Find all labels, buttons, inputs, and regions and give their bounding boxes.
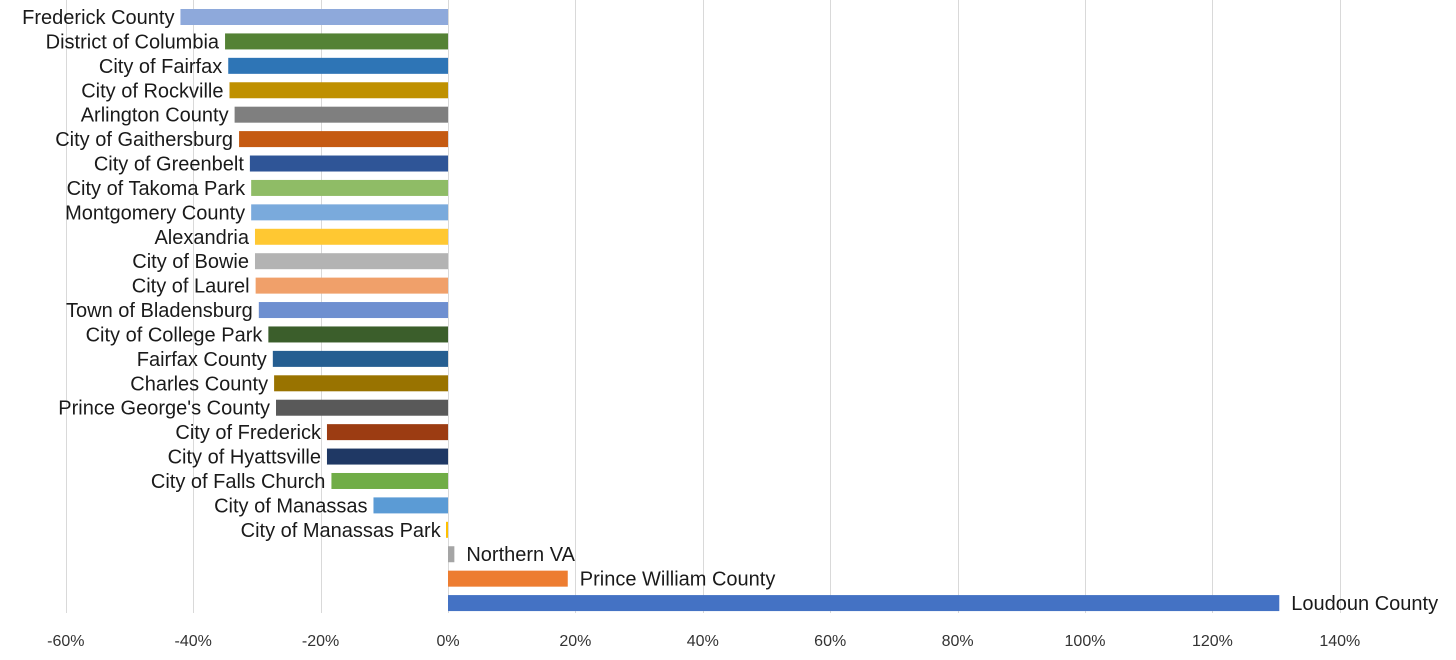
category-label: City of Manassas Park xyxy=(241,520,442,542)
category-label: City of Bowie xyxy=(132,251,249,273)
bar xyxy=(272,350,448,367)
category-label: City of Takoma Park xyxy=(67,178,247,200)
category-label: Northern VA xyxy=(466,544,575,566)
category-label: City of Greenbelt xyxy=(94,154,245,176)
category-label: Fairfax County xyxy=(137,349,267,371)
x-tick-label: 140% xyxy=(1319,633,1360,650)
bar xyxy=(448,570,568,587)
bar xyxy=(228,57,448,74)
bar xyxy=(373,497,448,514)
bar xyxy=(255,277,448,294)
category-label: District of Columbia xyxy=(46,31,220,53)
bar xyxy=(258,302,448,319)
category-label: Prince George's County xyxy=(58,398,270,420)
bar xyxy=(225,33,448,50)
category-label: City of Fairfax xyxy=(99,56,222,78)
category-label: City of Gaithersburg xyxy=(55,129,233,151)
gridlines xyxy=(66,0,1341,613)
x-tick-label: 60% xyxy=(814,633,846,650)
x-tick-label: 120% xyxy=(1192,633,1233,650)
category-label: Frederick County xyxy=(22,7,174,29)
category-label: City of Manassas xyxy=(214,495,367,517)
bars xyxy=(180,9,1280,612)
x-tick-label: -20% xyxy=(302,633,339,650)
category-label: Charles County xyxy=(130,373,268,395)
bar xyxy=(254,253,448,270)
x-tick-label: -60% xyxy=(47,633,84,650)
bar xyxy=(229,82,448,99)
category-label: Arlington County xyxy=(81,105,229,127)
category-label: Montgomery County xyxy=(65,202,245,224)
x-tick-label: 40% xyxy=(687,633,719,650)
bar xyxy=(276,399,448,416)
bar xyxy=(239,131,448,148)
x-tick-label: 80% xyxy=(942,633,974,650)
x-tick-label: 20% xyxy=(559,633,591,650)
category-label: City of Laurel xyxy=(132,276,250,298)
category-label: City of Falls Church xyxy=(151,471,326,493)
category-label: Town of Bladensburg xyxy=(66,300,253,322)
category-label: City of Frederick xyxy=(175,422,322,444)
category-label: Prince William County xyxy=(580,569,776,591)
bar xyxy=(331,472,448,489)
category-label: Alexandria xyxy=(154,227,249,249)
bar xyxy=(268,326,448,343)
x-tick-label: -40% xyxy=(175,633,212,650)
bar xyxy=(234,106,448,123)
bar xyxy=(326,448,448,465)
category-label: City of College Park xyxy=(86,324,264,346)
x-tick-label: 0% xyxy=(436,633,459,650)
bar xyxy=(251,179,448,196)
bar xyxy=(254,228,448,245)
category-label: City of Rockville xyxy=(81,80,223,102)
category-label: City of Hyattsville xyxy=(168,447,321,469)
bar xyxy=(251,204,448,221)
bar xyxy=(180,9,448,25)
bar xyxy=(274,375,448,392)
x-tick-label: 100% xyxy=(1065,633,1106,650)
bar xyxy=(446,521,448,538)
x-axis-ticks: -60% -40% -20% 0% 20% 40% 60% 80% 100% 120% 140% xyxy=(47,633,1360,650)
bar xyxy=(326,424,448,441)
category-label: Loudoun County xyxy=(1291,593,1438,615)
bar xyxy=(448,595,1280,612)
bar xyxy=(448,546,455,563)
bar xyxy=(249,155,448,172)
